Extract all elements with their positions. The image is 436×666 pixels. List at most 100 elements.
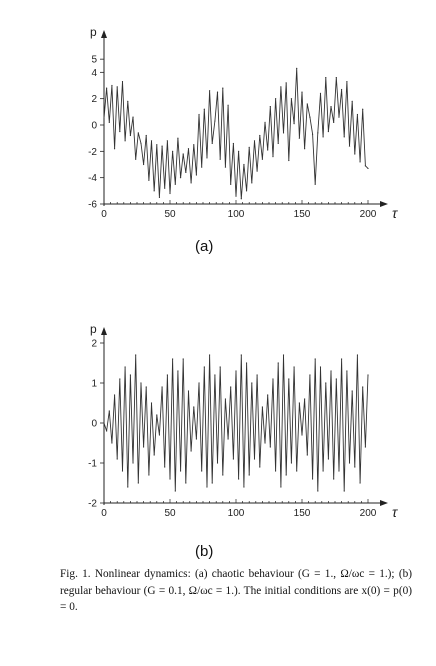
chart-a-data-point <box>333 121 335 123</box>
chart-a-data-point <box>182 153 184 155</box>
chart-a-data-point <box>251 182 253 184</box>
chart-a-data-point <box>232 142 234 145</box>
chart-b-series-line <box>103 354 369 492</box>
chart-a-data-point <box>296 67 298 69</box>
chart-a-data-point <box>338 116 340 118</box>
chart-b-data-point <box>161 386 163 388</box>
chart-b-data-point <box>195 438 197 440</box>
chart-a-data-point <box>129 134 131 137</box>
chart-b-data-point <box>164 466 166 468</box>
chart-b-y-axis-arrow <box>101 327 107 335</box>
chart-a-data-point <box>354 153 356 155</box>
chart-b-data-point <box>150 402 153 404</box>
chart-b-data-point <box>290 462 293 464</box>
chart-b-data-point <box>245 362 248 364</box>
chart-b-data-point <box>293 366 295 368</box>
chart-a-data-point <box>253 140 256 142</box>
chart-a-data-point <box>335 77 337 79</box>
chart-a-data-point <box>209 90 211 92</box>
chart-a-data-point <box>119 130 121 133</box>
chart-a-x-tick-label: 150 <box>294 209 311 220</box>
chart-b-data-point <box>280 486 282 488</box>
chart-a-data-point <box>145 134 147 137</box>
chart-a-data-point <box>235 195 237 197</box>
chart-a-data-point <box>362 108 364 110</box>
chart-b-data-point <box>190 450 192 452</box>
chart-b-data-point <box>169 478 171 480</box>
chart-b-data-point <box>309 374 311 376</box>
chart-b-data-point <box>137 482 139 484</box>
chart-b-data-point <box>227 438 229 440</box>
chart-b-data-point <box>367 374 369 376</box>
chart-a-x-tick-label: 100 <box>228 209 245 220</box>
chart-a-data-point <box>195 174 197 176</box>
chart-b-data-point <box>317 490 319 492</box>
chart-a-data-point <box>301 91 303 93</box>
chart-b-y-tick-label: 1 <box>91 379 97 390</box>
chart-b-data-point <box>243 486 245 488</box>
chart-b-data-point <box>174 490 176 492</box>
chart-a-data-point <box>219 158 221 160</box>
chart-b-data-point <box>201 470 203 472</box>
chart-a-x-tick-label: 200 <box>360 209 377 220</box>
chart-b-data-point <box>359 482 361 484</box>
chart-b-data-point <box>351 390 353 392</box>
chart-a-data-point <box>169 192 171 195</box>
chart-b-x-tick-label: 100 <box>228 508 245 519</box>
chart-b-data-point <box>296 470 298 472</box>
chart-a-data-point <box>356 113 359 116</box>
chart-a-data-point <box>161 145 163 147</box>
chart-b-data-point <box>304 398 306 400</box>
chart-b-data-point <box>322 470 324 472</box>
chart-a-data-point <box>359 161 361 163</box>
chart-a-data-point <box>121 80 124 83</box>
chart-b-data-point <box>108 410 110 412</box>
chart-a: 0 50 100 150 200 5 4 2 0 -2 -4 -6 p τ <box>88 25 398 221</box>
chart-a-data-point <box>137 132 139 134</box>
chart-b-data-point <box>140 382 142 384</box>
chart-a-data-point <box>211 142 213 145</box>
chart-a-data-point <box>227 104 229 106</box>
chart-b-data-point <box>335 378 337 380</box>
chart-b-data-point <box>219 366 221 368</box>
chart-a-y-axis-label: p <box>90 25 97 39</box>
chart-a-data-point <box>306 103 308 105</box>
chart-a-data-point <box>330 105 332 108</box>
chart-b-data-point <box>127 486 129 488</box>
chart-b-data-point <box>232 458 234 460</box>
chart-a-data-point <box>245 190 248 192</box>
chart-b-data-point <box>224 398 227 400</box>
chart-b-data-point <box>198 382 200 384</box>
chart-b-data-point <box>113 394 116 396</box>
chart-b-data-point <box>185 482 187 484</box>
chart-a-data-point <box>198 113 200 116</box>
chart-b-data-point <box>288 378 290 380</box>
chart-b-data-point <box>148 474 150 476</box>
chart-a-data-point <box>346 80 348 83</box>
chart-a-data-point <box>156 144 158 146</box>
chart-a-data-point <box>343 136 345 138</box>
chart-b-data-point <box>314 358 316 360</box>
chart-a-data-point <box>269 105 271 108</box>
chart-a-data-point <box>216 91 219 93</box>
chart-b-data-point <box>311 478 314 480</box>
chart-a-data-point <box>135 158 137 160</box>
chart-a-data-point <box>124 140 126 142</box>
chart-a-data-point <box>150 140 153 142</box>
chart-b-data-point <box>354 466 356 468</box>
chart-a-data-point <box>298 137 300 139</box>
chart-a-data-point <box>222 87 224 89</box>
chart-a-data-point <box>327 130 329 133</box>
chart-b-data-point <box>103 422 105 424</box>
chart-a-data-point <box>351 100 353 102</box>
chart-b-data-point <box>306 454 308 456</box>
chart-a-data-point <box>143 163 145 166</box>
chart-a-data-point <box>364 165 366 167</box>
chart-b-data-point <box>206 486 208 488</box>
chart-a-data-point <box>174 183 176 185</box>
chart-a-data-point <box>288 159 290 162</box>
chart-a-x-axis-arrow <box>380 201 388 207</box>
chart-a-y-tick-label: 5 <box>91 55 97 66</box>
chart-a-data-point <box>140 142 142 145</box>
chart-b-y-tick-label: -1 <box>88 459 97 470</box>
